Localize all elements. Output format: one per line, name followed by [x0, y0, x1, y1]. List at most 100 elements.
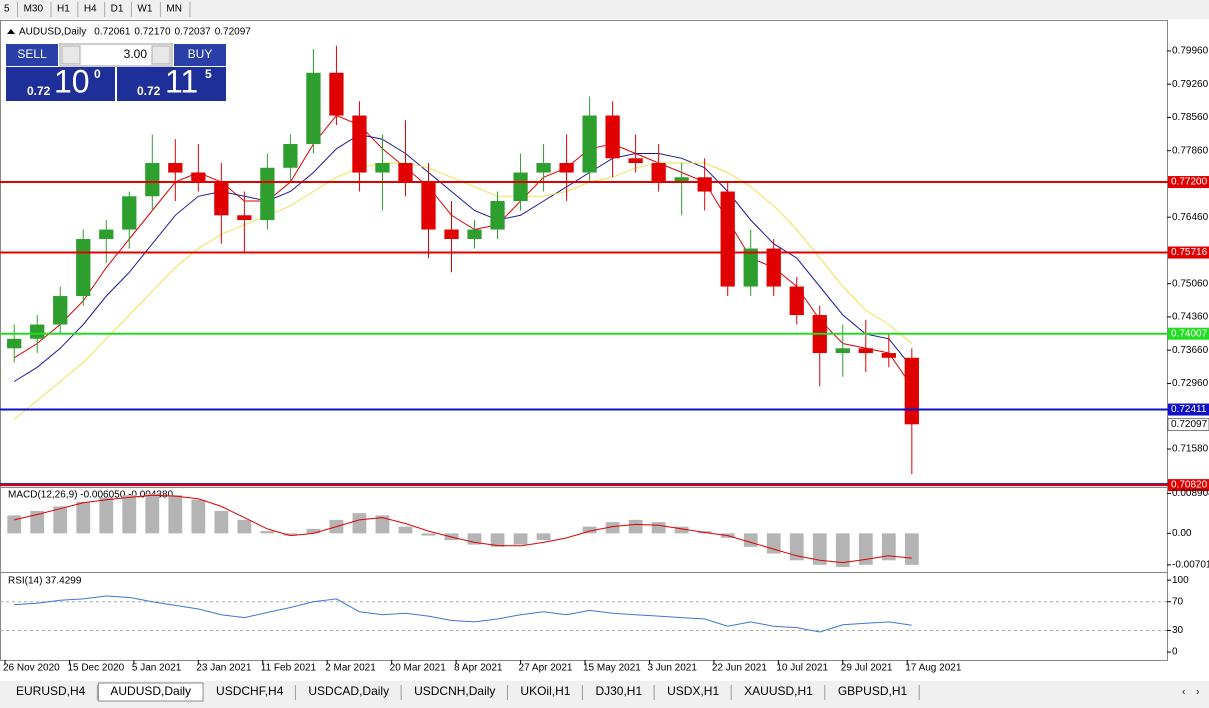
tab[interactable]: USDCHF,H4: [204, 683, 296, 701]
tab[interactable]: USDX,H1: [655, 683, 732, 701]
macd-bar: [605, 522, 620, 534]
timeframe-button[interactable]: D1: [111, 4, 124, 15]
candle-body: [306, 72, 321, 145]
symbol-title: AUDUSD,Daily: [19, 27, 86, 38]
candle-body: [168, 163, 183, 173]
tab-background[interactable]: [825, 683, 920, 701]
tab-label[interactable]: DJ30,H1: [595, 684, 642, 698]
macd-bar: [421, 533, 436, 536]
macd-bar: [260, 531, 275, 534]
sell-price-sup: 0: [94, 67, 101, 81]
lot-up[interactable]: [151, 45, 171, 65]
macd-bar: [76, 501, 91, 534]
candle-body: [352, 115, 367, 173]
tab-label[interactable]: USDCHF,H4: [216, 684, 284, 698]
sell-button[interactable]: [6, 44, 58, 66]
tab[interactable]: USDCNH,Daily: [402, 683, 508, 701]
ohlc-value: 0.72170: [134, 27, 171, 38]
tab[interactable]: AUDUSD,Daily: [97, 682, 204, 702]
tab-scroll[interactable]: ‹: [1182, 687, 1185, 698]
lot-down[interactable]: [61, 45, 81, 65]
tab[interactable]: GBPUSD,H1: [825, 683, 920, 701]
macd-bar: [398, 526, 413, 534]
tab-label[interactable]: XAUUSD,H1: [744, 684, 813, 698]
tab-background[interactable]: [655, 683, 732, 701]
rsi-title: RSI(14) 37.4299: [8, 576, 82, 587]
macd-bar: [352, 513, 367, 534]
timeframe-button[interactable]: W1: [137, 4, 152, 15]
tab-label[interactable]: AUDUSD,Daily: [110, 684, 191, 698]
buy-price-box[interactable]: [117, 67, 226, 101]
lot-input[interactable]: [59, 43, 173, 67]
tab[interactable]: USDCAD,Daily: [296, 683, 402, 701]
level-label-box: [1168, 327, 1209, 340]
macd-title: MACD(12,26,9) -0.006050 -0.004380: [8, 490, 174, 501]
macd-bar: [30, 510, 45, 534]
candle-body: [375, 163, 390, 173]
tab-label[interactable]: USDCAD,Daily: [308, 684, 389, 698]
y-tick-label: 0.00: [1172, 528, 1192, 539]
x-tick-label: 10 Jul 2021: [776, 663, 828, 674]
x-tick-label: 17 Aug 2021: [905, 663, 962, 674]
tab-background[interactable]: [583, 683, 655, 701]
timeframe-button[interactable]: 5: [4, 4, 10, 15]
sell-price-box[interactable]: [6, 67, 115, 101]
macd-bar: [904, 533, 919, 565]
buy-price-base: 0.72: [137, 84, 161, 98]
macd-bar: [122, 495, 137, 534]
x-tick-label: 15 May 2021: [583, 663, 641, 674]
x-tick-label: 26 Nov 2020: [3, 663, 60, 674]
tab-background[interactable]: [204, 683, 296, 701]
tab[interactable]: UKOil,H1: [508, 683, 583, 701]
candle-body: [283, 144, 298, 168]
level-label: 0.75716: [1171, 247, 1208, 258]
level-label: 0.70820: [1171, 480, 1208, 491]
tab[interactable]: XAUUSD,H1: [732, 683, 826, 701]
level-label-box: [1168, 176, 1209, 189]
sell-label[interactable]: SELL: [17, 47, 47, 61]
tab-background[interactable]: [508, 683, 583, 701]
candle-body: [582, 115, 597, 173]
level-label-box: [1168, 479, 1209, 492]
tab[interactable]: DJ30,H1: [583, 683, 655, 701]
timeframe-button[interactable]: MN: [166, 4, 182, 15]
macd-bar: [168, 495, 183, 534]
tab-background[interactable]: [732, 683, 825, 701]
y-tick-label: 30: [1172, 625, 1184, 636]
tab-label[interactable]: UKOil,H1: [520, 684, 570, 698]
candle-body: [605, 115, 620, 159]
macd-bar: [743, 533, 758, 547]
timeframe-button[interactable]: H4: [84, 4, 97, 15]
tab-background[interactable]: [402, 683, 508, 701]
y-tick-label: 0.76460: [1172, 212, 1209, 223]
x-tick-label: 20 Mar 2021: [390, 663, 447, 674]
sell-price-big: 10: [54, 63, 90, 99]
tab-background[interactable]: [296, 683, 402, 701]
macd-bar: [490, 533, 505, 547]
buy-label[interactable]: BUY: [188, 47, 213, 61]
ohlc-value: 0.72061: [94, 27, 131, 38]
level-label: 0.77200: [1171, 177, 1208, 188]
y-tick-label: 0.79260: [1172, 79, 1209, 90]
candle-body: [904, 357, 919, 425]
level-label-box: [1168, 403, 1209, 416]
candle-body: [444, 229, 459, 240]
candle-body: [651, 163, 666, 183]
tab-label[interactable]: USDCNH,Daily: [414, 684, 495, 698]
candle-body: [214, 182, 229, 216]
tab[interactable]: EURUSD,H4: [4, 683, 98, 701]
timeframe-button[interactable]: H1: [57, 4, 70, 15]
candle-body: [789, 286, 804, 316]
y-tick-label: 0.78560: [1172, 112, 1209, 123]
macd-bar: [674, 526, 689, 534]
timeframe-button[interactable]: M30: [24, 4, 44, 15]
collapse-icon[interactable]: [7, 29, 15, 34]
tab-label[interactable]: USDX,H1: [667, 684, 719, 698]
x-tick-label: 3 Jun 2021: [647, 663, 697, 674]
tab-label[interactable]: GBPUSD,H1: [838, 684, 908, 698]
buy-price-big: 11: [165, 63, 198, 99]
buy-button[interactable]: [174, 44, 226, 66]
tab-scroll[interactable]: ›: [1196, 687, 1199, 698]
tab-label[interactable]: EURUSD,H4: [16, 684, 86, 698]
tab-background[interactable]: [4, 683, 98, 701]
